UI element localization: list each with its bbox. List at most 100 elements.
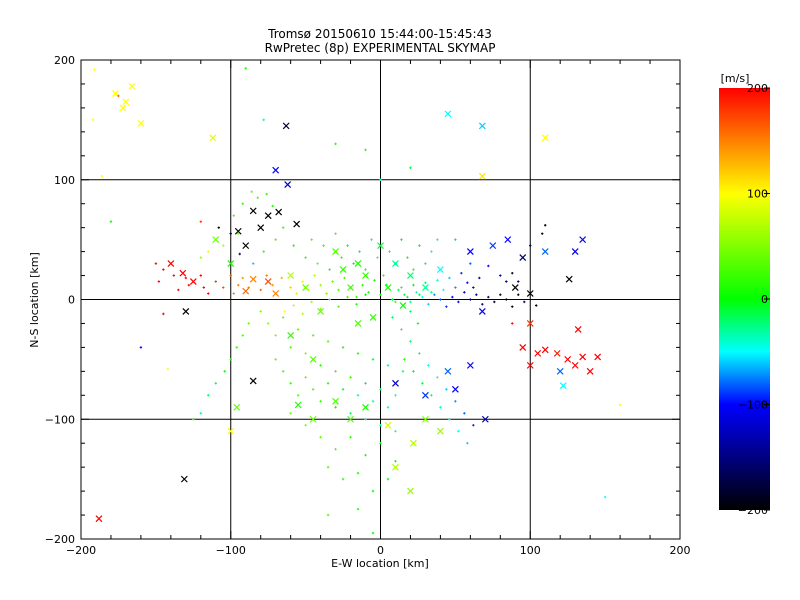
data-point-dot [400, 286, 403, 289]
data-point-dot [403, 293, 406, 296]
data-point-dot [472, 424, 475, 427]
data-point-dot [424, 262, 427, 265]
data-point-dot [100, 174, 104, 178]
data-point-dot [341, 388, 345, 391]
data-point-dot [352, 262, 355, 265]
data-point-x [534, 349, 542, 357]
data-point-x [212, 236, 220, 244]
data-point-dot [223, 370, 226, 373]
data-point-x [564, 355, 572, 363]
data-point-dot [371, 489, 375, 493]
data-point-x [233, 403, 241, 411]
data-point-dot [326, 382, 330, 385]
data-point-x [234, 227, 242, 235]
data-point-dot [296, 328, 300, 331]
data-point-x [275, 208, 283, 216]
data-point-dot [310, 300, 313, 304]
data-point-x [586, 367, 594, 375]
data-point-dot [109, 220, 113, 223]
data-point-dot [266, 322, 270, 325]
data-point-x [377, 242, 384, 250]
colorbar-ticks: 200 100 0 −100 −200 [738, 82, 770, 517]
data-point-dot [199, 412, 202, 415]
data-point-dot [379, 424, 382, 427]
data-point-x [287, 332, 295, 339]
data-point-dot [386, 477, 390, 481]
data-point-x [264, 212, 272, 220]
data-point-dot [493, 300, 496, 304]
data-point-dot [430, 250, 433, 253]
data-point-dot [541, 232, 544, 235]
x-tick-label: 0 [377, 544, 384, 557]
data-point-dot [371, 400, 375, 403]
data-point-dot [386, 406, 390, 409]
data-point-dot [289, 346, 292, 349]
data-point-x [347, 415, 354, 423]
data-point-x [594, 353, 602, 361]
data-point-x [504, 236, 512, 244]
data-point-x [553, 349, 561, 357]
data-point-dot [517, 293, 520, 296]
data-point-dot [172, 274, 176, 277]
data-point-x [293, 220, 301, 228]
data-point-dot [281, 370, 285, 373]
data-point-dot [346, 295, 349, 299]
data-point-dot [364, 453, 367, 457]
data-point-dot [418, 244, 421, 247]
data-point-dot [214, 382, 217, 385]
data-point-dot [222, 244, 225, 247]
data-point-dot [505, 280, 508, 283]
data-point-dot [250, 190, 253, 193]
data-point-dot [154, 262, 158, 265]
data-point-dot [433, 293, 436, 296]
data-point-x [579, 353, 587, 361]
data-point-dot [166, 367, 170, 371]
data-point-dot [334, 142, 337, 146]
data-point-x [309, 355, 317, 363]
data-point-dot [412, 370, 415, 373]
data-point-dot [91, 118, 95, 122]
data-point-dot [430, 394, 433, 397]
x-axis-label: E-W location [km] [331, 557, 429, 570]
data-point-dot [394, 300, 397, 304]
colorbar-label: [m/s] [721, 72, 750, 85]
data-point-dot [322, 244, 325, 247]
data-point-x [179, 269, 187, 277]
scatter-points [91, 67, 622, 535]
data-point-dot [325, 292, 328, 295]
data-point-x [392, 463, 399, 471]
data-point-dot [207, 394, 210, 397]
data-point-dot [326, 340, 330, 343]
y-tick-label: 0 [68, 294, 75, 307]
data-point-dot [454, 238, 457, 241]
colorbar-tick-label: 100 [747, 188, 768, 201]
data-point-dot [409, 340, 412, 343]
data-point-dot [280, 276, 283, 280]
data-point-x [287, 272, 295, 279]
data-point-dot [304, 256, 307, 259]
data-point-dot [187, 283, 191, 287]
data-point-x [392, 379, 399, 387]
data-point-dot [430, 291, 433, 294]
data-point-dot [409, 300, 412, 304]
data-point-dot [460, 271, 463, 275]
chart-title: Tromsø 20150610 15:44:00-15:45:43 [267, 27, 492, 41]
data-point-dot [409, 310, 412, 313]
data-point-dot [292, 304, 295, 307]
data-point-x [384, 421, 392, 429]
data-point-dot [319, 364, 322, 367]
data-point-dot [337, 305, 340, 308]
data-point-dot [529, 244, 532, 247]
data-point-dot [400, 328, 403, 331]
data-point-dot [364, 268, 367, 271]
data-point-dot [370, 238, 373, 241]
data-point-dot [424, 281, 427, 284]
data-point-x [95, 515, 103, 523]
data-point-dot [379, 442, 382, 445]
data-point-x [422, 415, 429, 423]
data-point-dot [403, 358, 406, 361]
colorbar: [m/s] 200 100 0 −100 −200 [719, 72, 770, 517]
data-point-dot [229, 232, 232, 235]
data-point-x [422, 284, 429, 291]
data-point-dot [326, 513, 330, 517]
